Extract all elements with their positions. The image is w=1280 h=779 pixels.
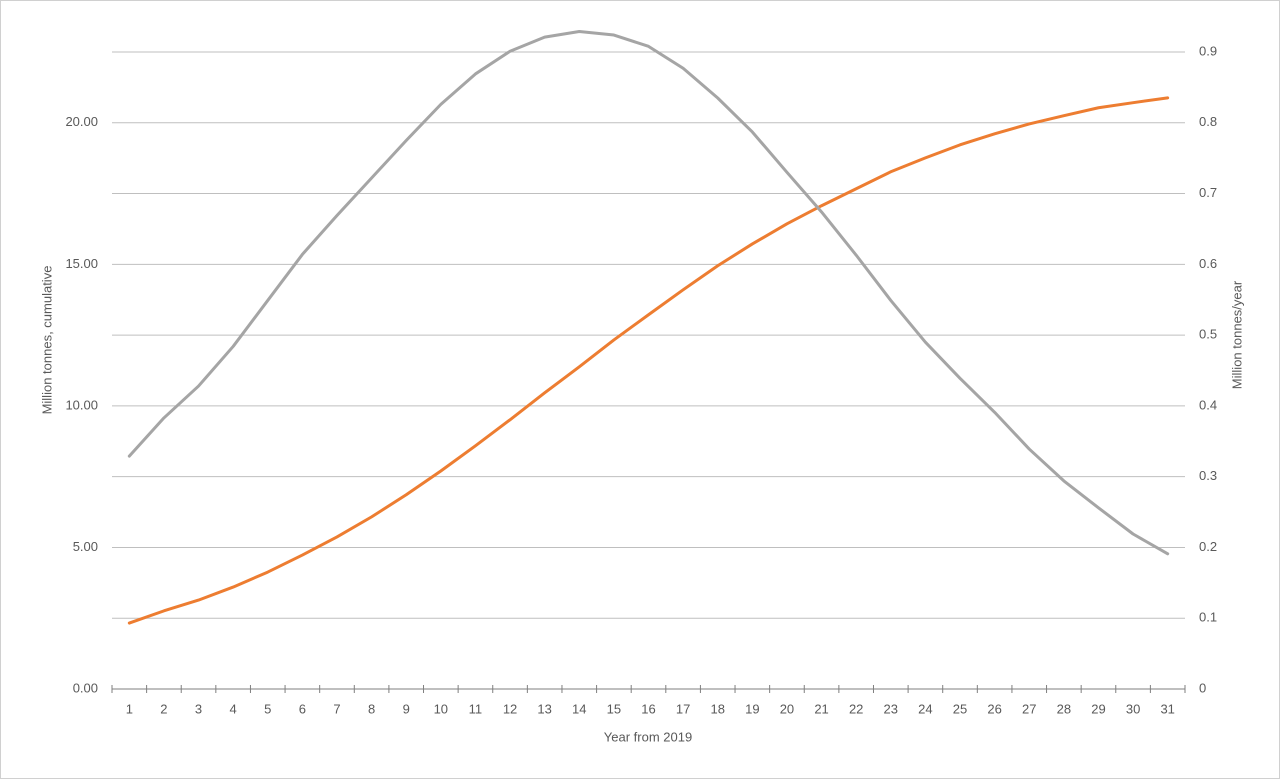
x-tick-label: 21 (814, 701, 828, 716)
x-tick-label: 27 (1022, 701, 1036, 716)
x-tick-label: 10 (434, 701, 448, 716)
x-tick-label: 20 (780, 701, 794, 716)
x-tick-label: 17 (676, 701, 690, 716)
x-tick-label: 26 (987, 701, 1001, 716)
series-line (127, 29, 1170, 556)
x-tick-label: 4 (230, 701, 237, 716)
x-tick-label: 18 (710, 701, 724, 716)
y2-axis-label: Million tonnes/year (1229, 280, 1244, 389)
x-tick-label: 9 (403, 701, 410, 716)
y-tick-label: 20.00 (65, 114, 98, 129)
y-tick-label: 10.00 (65, 397, 98, 412)
x-tick-label: 15 (607, 701, 621, 716)
x-tick-label: 22 (849, 701, 863, 716)
y-tick-label: 5.00 (73, 539, 98, 554)
y2-tick-label: 0.4 (1199, 397, 1217, 412)
x-tick-label: 16 (641, 701, 655, 716)
y-axis-label: Million tonnes, cumulative (39, 266, 54, 415)
x-axis-label: Year from 2019 (604, 729, 692, 744)
x-tick-label: 29 (1091, 701, 1105, 716)
y2-tick-label: 0.2 (1199, 539, 1217, 554)
x-tick-label: 25 (953, 701, 967, 716)
y-tick-label: 15.00 (65, 256, 98, 271)
x-tick-label: 11 (469, 701, 483, 716)
x-tick-label: 31 (1160, 701, 1174, 716)
y2-tick-label: 0.6 (1199, 256, 1217, 271)
y2-tick-label: 0.8 (1199, 114, 1217, 129)
x-tick-label: 3 (195, 701, 202, 716)
x-tick-label: 24 (918, 701, 932, 716)
x-tick-label: 5 (264, 701, 271, 716)
x-tick-label: 7 (333, 701, 340, 716)
x-tick-label: 8 (368, 701, 375, 716)
x-tick-label: 2 (160, 701, 167, 716)
y2-tick-label: 0.7 (1199, 185, 1217, 200)
y2-tick-label: 0.3 (1199, 468, 1217, 483)
x-tick-label: 30 (1126, 701, 1140, 716)
y-tick-label: 0.00 (73, 680, 98, 695)
series-line (127, 96, 1170, 625)
x-tick-label: 12 (503, 701, 517, 716)
y2-tick-label: 0 (1199, 680, 1206, 695)
x-tick-label: 14 (572, 701, 586, 716)
x-tick-label: 6 (299, 701, 306, 716)
x-tick-label: 13 (537, 701, 551, 716)
x-tick-label: 28 (1057, 701, 1071, 716)
x-tick-label: 23 (884, 701, 898, 716)
y2-tick-label: 0.1 (1199, 610, 1217, 625)
y2-tick-label: 0.9 (1199, 43, 1217, 58)
x-tick-label: 19 (745, 701, 759, 716)
x-tick-label: 1 (126, 701, 133, 716)
y2-tick-label: 0.5 (1199, 327, 1217, 342)
